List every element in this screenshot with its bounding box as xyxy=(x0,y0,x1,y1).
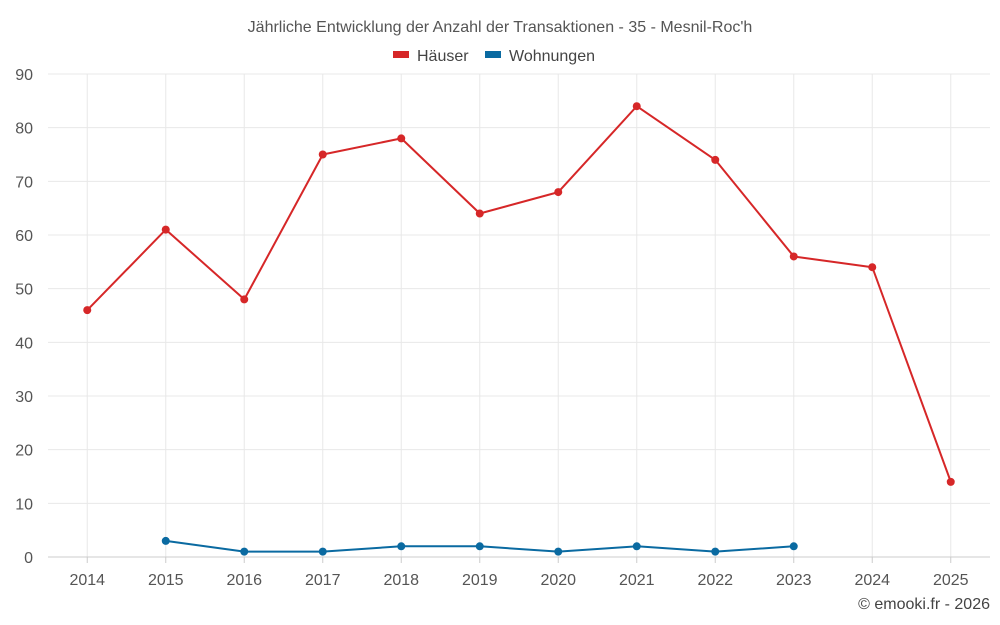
y-tick-label: 60 xyxy=(15,228,33,245)
y-tick-label: 10 xyxy=(15,496,33,513)
legend-swatch-haeuser xyxy=(393,51,409,58)
data-point-haeuser[interactable] xyxy=(475,209,484,218)
data-point-haeuser[interactable] xyxy=(789,252,798,261)
x-tick-label: 2022 xyxy=(697,572,733,589)
y-tick-label: 90 xyxy=(15,67,33,84)
data-point-wohnungen[interactable] xyxy=(632,542,641,551)
x-tick-label: 2015 xyxy=(148,572,184,589)
x-tick-label: 2019 xyxy=(462,572,498,589)
data-point-haeuser[interactable] xyxy=(946,477,955,486)
grid xyxy=(48,73,990,557)
series xyxy=(83,102,955,556)
x-tick-label: 2017 xyxy=(305,572,341,589)
data-point-haeuser[interactable] xyxy=(240,295,249,304)
data-point-wohnungen[interactable] xyxy=(554,547,563,556)
x-tick-label: 2016 xyxy=(226,572,262,589)
x-tick-label: 2014 xyxy=(69,572,105,589)
legend-item-haeuser[interactable]: Häuser xyxy=(393,48,469,65)
y-tick-label: 0 xyxy=(24,550,33,567)
data-point-haeuser[interactable] xyxy=(554,188,563,197)
data-point-haeuser[interactable] xyxy=(161,225,170,234)
data-point-wohnungen[interactable] xyxy=(711,547,720,556)
x-tick-label: 2023 xyxy=(776,572,812,589)
y-tick-label: 70 xyxy=(15,174,33,191)
x-tick-label: 2024 xyxy=(854,572,890,589)
x-tick-label: 2020 xyxy=(540,572,576,589)
y-tick-label: 50 xyxy=(15,282,33,299)
legend: Häuser Wohnungen xyxy=(393,48,595,65)
data-point-haeuser[interactable] xyxy=(318,150,327,159)
y-tick-label: 30 xyxy=(15,389,33,406)
data-point-haeuser[interactable] xyxy=(83,306,92,315)
credit-text: © emooki.fr - 2026 xyxy=(858,596,990,613)
legend-swatch-wohnungen xyxy=(485,51,501,58)
data-point-wohnungen[interactable] xyxy=(397,542,406,551)
x-tick-label: 2025 xyxy=(933,572,969,589)
legend-item-wohnungen[interactable]: Wohnungen xyxy=(485,48,595,65)
data-point-wohnungen[interactable] xyxy=(161,536,170,545)
legend-label-haeuser: Häuser xyxy=(417,48,469,65)
series-line-haeuser xyxy=(86,105,952,483)
data-point-wohnungen[interactable] xyxy=(240,547,249,556)
data-point-haeuser[interactable] xyxy=(868,263,877,272)
data-point-wohnungen[interactable] xyxy=(475,542,484,551)
data-point-wohnungen[interactable] xyxy=(789,542,798,551)
axes: 0 10 20 30 40 50 60 70 80 90 2014 2015 2016 2017 2018 2… xyxy=(15,67,990,589)
legend-label-wohnungen: Wohnungen xyxy=(509,48,595,65)
chart-title: Jährliche Entwicklung der Anzahl der Tra… xyxy=(248,19,753,36)
x-tick-label: 2018 xyxy=(383,572,419,589)
data-point-haeuser[interactable] xyxy=(632,102,641,111)
x-tick-label: 2021 xyxy=(619,572,655,589)
data-point-haeuser[interactable] xyxy=(711,155,720,164)
data-point-wohnungen[interactable] xyxy=(318,547,327,556)
data-point-haeuser[interactable] xyxy=(397,134,406,143)
y-tick-label: 80 xyxy=(15,121,33,138)
y-tick-label: 40 xyxy=(15,335,33,352)
y-tick-label: 20 xyxy=(15,443,33,460)
